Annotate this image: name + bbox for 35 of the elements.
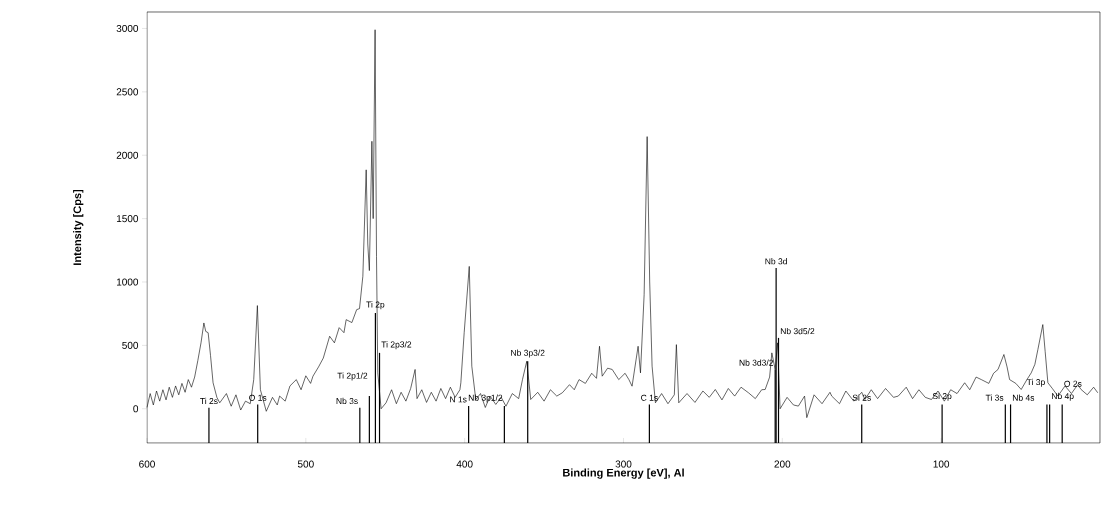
annotation: Nb 3d3/2 — [739, 359, 774, 366]
annotation: Ti 2p — [366, 301, 385, 310]
y-tick-label: 0 — [133, 405, 139, 413]
y-tick-label: 2000 — [116, 151, 139, 159]
annotation: Ti 2s — [200, 397, 218, 405]
annotation: O 1s — [249, 394, 267, 401]
x-tick-label: 100 — [933, 460, 950, 468]
annotation: Nb 3d — [765, 258, 787, 265]
annotation: Si 2p — [932, 392, 952, 401]
annotation: N 1s — [450, 396, 467, 403]
annotation: Si 2s — [852, 394, 871, 401]
x-tick-label: 600 — [139, 460, 155, 468]
x-tick-label: 300 — [615, 460, 632, 468]
annotation: Nb 3d5/2 — [780, 327, 815, 335]
annotation: Nb 3p3/2 — [511, 349, 545, 358]
annotation: Ti 2p1/2 — [337, 372, 368, 381]
x-tick-label: 400 — [456, 460, 473, 468]
annotation: Ti 3p — [1026, 378, 1045, 387]
annotation: Nb 4p — [1052, 392, 1074, 401]
annotation: Ti 3s — [985, 394, 1004, 401]
y-tick-label: 2500 — [116, 88, 139, 96]
annotation: Nb 3p1/2 — [468, 394, 503, 403]
annotation: Nb 3s — [336, 397, 358, 405]
annotation: Ti 2p3/2 — [381, 341, 412, 350]
annotation: Nb 4s — [1012, 394, 1035, 401]
annotation: O 2s — [1064, 380, 1082, 387]
x-axis-title: Binding Energy [eV], Al — [563, 468, 684, 479]
annotation: C 1s — [641, 394, 658, 401]
y-tick-label: 3000 — [116, 24, 139, 33]
x-tick-label: 500 — [297, 460, 314, 468]
y-tick-label: 1500 — [116, 215, 139, 223]
y-tick-label: 1000 — [116, 278, 139, 286]
x-tick-label: 200 — [774, 460, 791, 468]
y-axis-title: Intensity [Cps] — [73, 189, 84, 265]
y-tick-label: 500 — [122, 341, 139, 349]
